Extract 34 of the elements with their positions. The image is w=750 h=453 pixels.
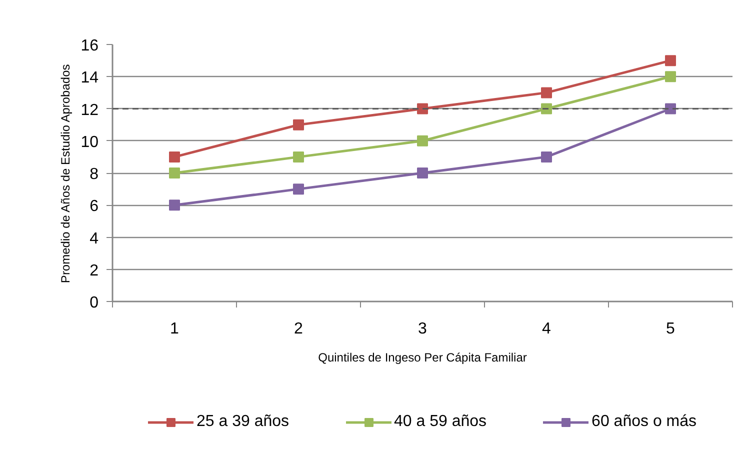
point (293, 151, 304, 162)
x-tick-label: 4 (542, 320, 552, 338)
point (169, 168, 180, 178)
x-tick-label: 1 (170, 320, 180, 338)
y-tick-label: 0 (90, 294, 99, 312)
legend-label: 25 a 39 años (196, 412, 290, 430)
point (417, 168, 428, 178)
legend-label: 60 años o más (592, 412, 697, 430)
point (169, 151, 180, 162)
point (417, 135, 428, 146)
x-tick-label: 3 (418, 320, 428, 338)
y-axis-title: Promedio de Años de Estudio Aprobados (58, 64, 73, 284)
y-tick-label: 8 (90, 166, 99, 183)
y-tick-label: 12 (80, 102, 99, 119)
y-tick-label: 6 (90, 198, 99, 216)
y-tick-label: 14 (80, 70, 99, 87)
x-tick-label: 2 (294, 320, 304, 338)
point (665, 103, 676, 114)
y-tick-label: 10 (80, 134, 99, 151)
point (541, 151, 552, 162)
point (665, 55, 676, 66)
y-tick-label: 16 (80, 38, 99, 54)
legend-label: 40 a 59 años (394, 412, 487, 430)
point (541, 87, 552, 98)
point (541, 103, 552, 114)
point (417, 103, 428, 114)
point (169, 200, 180, 211)
x-axis-title: Quintiles de Ingeso Per Cápita Familiar (318, 350, 527, 364)
x-tick-label: 5 (666, 320, 676, 338)
point (293, 184, 304, 195)
point (665, 71, 676, 82)
y-tick-label: 2 (90, 262, 99, 280)
y-tick-label: 4 (90, 230, 99, 248)
point (293, 119, 304, 130)
